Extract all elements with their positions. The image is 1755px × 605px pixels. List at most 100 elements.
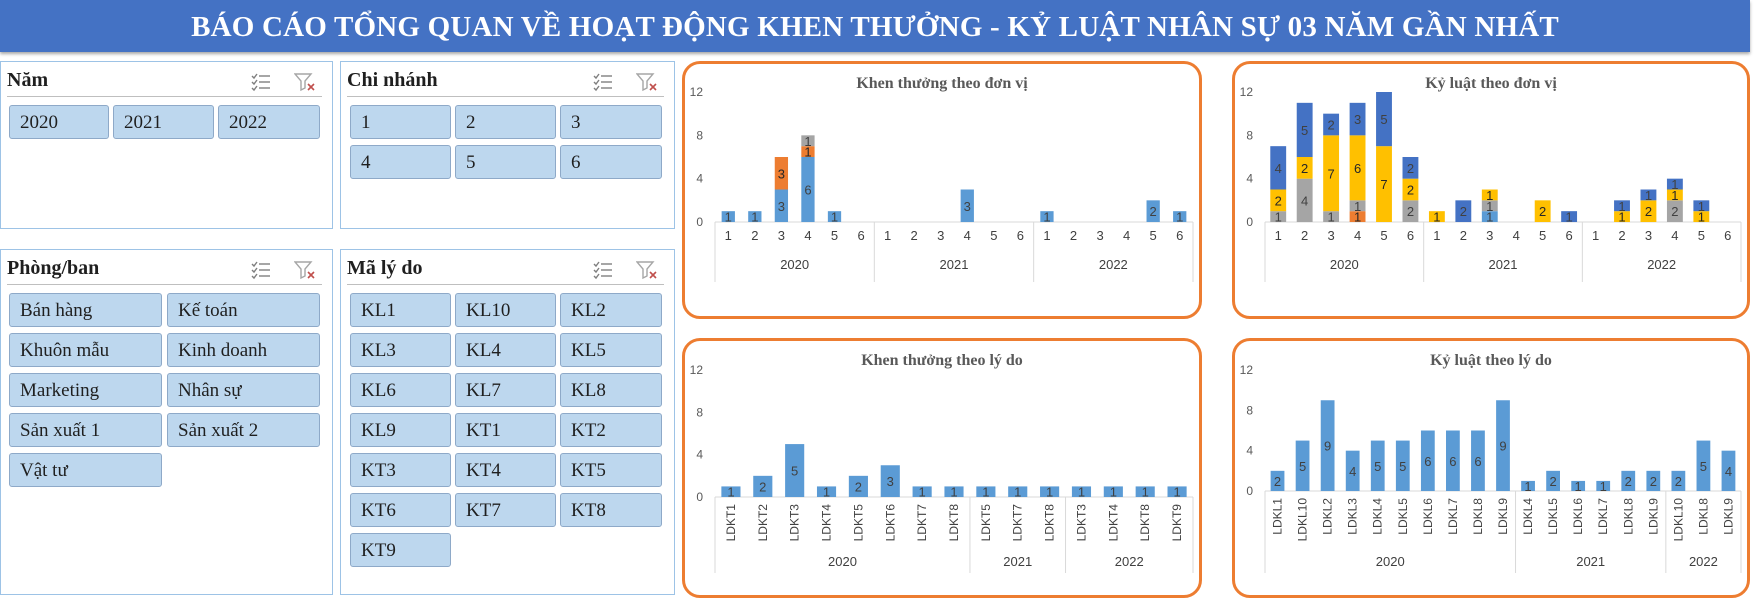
bar [1146, 200, 1160, 222]
bar [1693, 200, 1710, 212]
chart-khen-thuong-don-vi[interactable]: Khen thưởng theo đơn vị 0 4 8 12 1 1 1 2 3 3 3 6 1 1 4… [682, 61, 1202, 319]
slicer-item-4[interactable]: 4 [350, 145, 451, 179]
slicer-header: Năm [7, 66, 322, 97]
slicer-item-6[interactable]: 6 [560, 145, 662, 179]
slicer-item-kl1[interactable]: KL1 [350, 293, 451, 327]
slicer-item-2[interactable]: 2 [455, 105, 556, 139]
slicer-item-kt6[interactable]: KT6 [350, 493, 451, 527]
slicer-item-ke-toan[interactable]: Kế toán [167, 293, 320, 327]
slicer-item-kl8[interactable]: KL8 [560, 373, 662, 407]
slicer-item-kt2[interactable]: KT2 [560, 413, 662, 447]
y-tick-label: 0 [696, 490, 703, 504]
bar [1402, 178, 1419, 201]
slicer-item-kt7[interactable]: KT7 [455, 493, 556, 527]
multi-select-icon[interactable] [250, 72, 272, 92]
data-label: 1 [1173, 485, 1180, 500]
slicer-item-khuon-mau[interactable]: Khuôn mẫu [9, 333, 162, 367]
slicer-item-kl2[interactable]: KL2 [560, 293, 662, 327]
bar [1546, 470, 1560, 491]
slicer-item-vat-tu[interactable]: Vật tư [9, 453, 162, 487]
slicer-item-1[interactable]: 1 [350, 105, 451, 139]
category-label: 1 [1043, 228, 1050, 243]
slicer-item-2021[interactable]: 2021 [113, 105, 214, 139]
category-label: LDKL6 [1421, 498, 1435, 535]
slicer-item-kt1[interactable]: KT1 [455, 413, 556, 447]
slicer-item-kl5[interactable]: KL5 [560, 333, 662, 367]
slicer-item-kl7[interactable]: KL7 [455, 373, 556, 407]
bar [1103, 486, 1123, 497]
clear-filter-icon[interactable] [636, 72, 658, 92]
chart-title: Khen thưởng theo lý do [861, 352, 1023, 369]
bar [801, 157, 815, 222]
slicer-item-2022[interactable]: 2022 [218, 105, 320, 139]
category-label: LDKL8 [1621, 498, 1635, 535]
category-label: 5 [831, 228, 838, 243]
slicer-item-marketing[interactable]: Marketing [9, 373, 162, 407]
bar [1455, 200, 1472, 222]
data-label: 2 [1275, 193, 1282, 208]
category-label: LDKT4 [820, 504, 834, 542]
category-label: LDKT7 [1011, 504, 1025, 542]
chart-ky-luat-ly-do[interactable]: Kỷ luật theo lý do 0 4 8 12 2 LDKL1 5 LDKL10 9 LD… [1232, 338, 1750, 598]
slicer-item-3[interactable]: 3 [560, 105, 662, 139]
slicer-item-kt4[interactable]: KT4 [455, 453, 556, 487]
slicer-item-san-xuat-2[interactable]: Sản xuất 2 [167, 413, 320, 447]
category-label: 5 [1150, 228, 1157, 243]
chart-khen-thuong-ly-do[interactable]: Khen thưởng theo lý do 0 4 8 12 1 LDKT1 2 LDKT2… [682, 338, 1202, 598]
slicer-item-kt3[interactable]: KT3 [350, 453, 451, 487]
slicer-item-kl6[interactable]: KL6 [350, 373, 451, 407]
group-label: 2021 [1576, 554, 1605, 569]
clear-filter-icon[interactable] [636, 260, 658, 280]
data-label: 2 [1327, 118, 1334, 133]
slicer-item-san-xuat-1[interactable]: Sản xuất 1 [9, 413, 162, 447]
multi-select-icon[interactable] [592, 260, 614, 280]
category-label: LDKL6 [1571, 498, 1585, 535]
slicer-item-ban-hang[interactable]: Bán hàng [9, 293, 162, 327]
data-label: 1 [823, 485, 830, 500]
slicer-item-kt9[interactable]: KT9 [350, 533, 451, 567]
slicer-item-kl9[interactable]: KL9 [350, 413, 451, 447]
data-label: 2 [1625, 474, 1632, 489]
bar [721, 211, 735, 222]
slicer-item-2020[interactable]: 2020 [9, 105, 109, 139]
slicer-item-kt5[interactable]: KT5 [560, 453, 662, 487]
slicer-item-kinh-doanh[interactable]: Kinh doanh [167, 333, 320, 367]
chart-ky-luat-don-vi[interactable]: Kỷ luật theo đơn vị 0 4 8 12 1 2 4 1 4 2 5 2 1 7 2 3 1 1 6… [1232, 61, 1750, 319]
multi-select-icon[interactable] [592, 72, 614, 92]
slicer-item-kl4[interactable]: KL4 [455, 333, 556, 367]
bar [1376, 146, 1392, 222]
clear-filter-icon[interactable] [294, 72, 316, 92]
category-label: 2 [1460, 228, 1467, 243]
y-tick-label: 4 [1246, 172, 1253, 186]
slicer-title: Mã lý do [347, 257, 423, 279]
slicer-item-kl10[interactable]: KL10 [455, 293, 556, 327]
bar [1270, 470, 1285, 491]
slicer-item-kt8[interactable]: KT8 [560, 493, 662, 527]
category-label: 3 [778, 228, 785, 243]
bar [944, 486, 964, 497]
data-label: 6 [804, 183, 811, 198]
bar [1696, 440, 1711, 491]
group-label: 2021 [940, 257, 969, 272]
slicer-nam: Năm 2020 2021 2022 [0, 61, 333, 229]
multi-select-icon[interactable] [250, 260, 272, 280]
clear-filter-icon[interactable] [294, 260, 316, 280]
category-label: 1 [1275, 228, 1282, 243]
data-label: 1 [950, 485, 957, 500]
category-label: 6 [1565, 228, 1572, 243]
data-label: 2 [1407, 204, 1414, 219]
bar [1040, 486, 1060, 497]
bar [1135, 486, 1155, 497]
category-label: LDKT4 [1106, 504, 1120, 542]
category-label: LDKT6 [883, 504, 897, 542]
data-label: 1 [1618, 210, 1625, 225]
category-label: 4 [964, 228, 971, 243]
slicer-item-5[interactable]: 5 [455, 145, 556, 179]
data-label: 7 [1380, 177, 1387, 192]
category-label: 4 [1354, 228, 1361, 243]
data-label: 1 [727, 485, 734, 500]
bar [1640, 200, 1657, 222]
slicer-item-nhan-su[interactable]: Nhân sự [167, 373, 320, 407]
slicer-item-kl3[interactable]: KL3 [350, 333, 451, 367]
category-label: 3 [1327, 228, 1334, 243]
